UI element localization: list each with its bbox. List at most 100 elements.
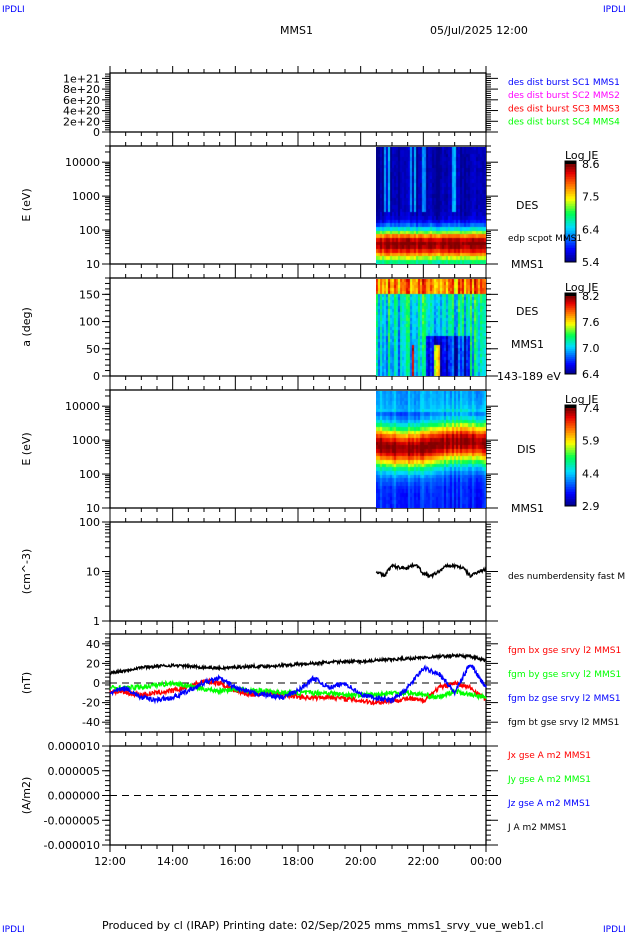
colorbar-segment	[565, 301, 576, 305]
colorbar-segment	[565, 442, 576, 446]
y-tick-label: 10000	[65, 156, 100, 169]
footer-text: Produced by cl (IRAP) Printing date: 02/…	[102, 919, 544, 932]
colorbar-segment	[565, 432, 576, 436]
corner-label-top-right: IPDLI	[603, 5, 626, 15]
colorbar-segment	[565, 227, 576, 231]
corner-label-bottom-right: IPDLI	[603, 925, 626, 934]
colorbar-segment	[565, 501, 576, 505]
panel-frame	[109, 745, 487, 846]
colorbar-segment	[565, 372, 576, 375]
colorbar-segment	[565, 410, 576, 414]
y-tick-label: -40	[82, 716, 100, 729]
colorbar-segment	[565, 503, 576, 507]
colorbar-segment	[565, 354, 576, 357]
y-axis-label: E (eV)	[20, 432, 33, 465]
colorbar-segment	[565, 474, 576, 478]
y-tick-label: 50	[86, 343, 100, 356]
colorbar-segment	[565, 342, 576, 346]
colorbar-tick-label: 2.9	[582, 500, 600, 513]
colorbar-label: Log JE	[565, 281, 598, 294]
colorbar-segment	[565, 346, 576, 350]
legend-label: des dist burst SC1 MMS1	[508, 78, 620, 88]
right-label: DES	[516, 199, 538, 212]
colorbar-segment	[565, 340, 576, 344]
colorbar-segment	[565, 488, 576, 492]
legend-label: Jz gse A m2 MMS1	[507, 799, 590, 809]
colorbar-segment	[565, 225, 576, 229]
colorbar-cap	[565, 161, 576, 164]
colorbar-segment	[565, 323, 576, 326]
x-tick-label: 18:00	[282, 855, 314, 868]
colorbar-segment	[565, 486, 576, 490]
y-tick-label: 100	[79, 224, 100, 237]
colorbar-frame	[564, 404, 577, 507]
y-tick-label: 6e+20	[63, 94, 100, 107]
colorbar-segment	[565, 335, 576, 338]
colorbar-segment	[565, 479, 576, 482]
y-tick-label: 1	[93, 615, 100, 628]
right-label: MMS1	[511, 258, 544, 271]
colorbar-segment	[565, 348, 576, 352]
colorbar-segment	[565, 471, 576, 475]
colorbar-segment	[565, 430, 576, 433]
legend-label: fgm by gse srvy l2 MMS1	[508, 670, 621, 680]
y-tick-label: 1000	[72, 434, 100, 447]
colorbar-segment	[565, 459, 576, 463]
colorbar-segment	[565, 325, 576, 328]
colorbar-segment	[565, 307, 576, 311]
colorbar-segment	[565, 412, 576, 416]
colorbar-segment	[565, 247, 576, 251]
colorbar-segment	[565, 368, 576, 371]
colorbar-tick-label: 7.6	[582, 316, 600, 329]
colorbar-segment	[565, 352, 576, 355]
colorbar-tick-label: 5.4	[582, 256, 600, 269]
colorbar-segment	[565, 422, 576, 426]
colorbar-segment	[565, 313, 576, 316]
colorbar-segment	[565, 358, 576, 361]
right-label: DES	[516, 305, 538, 318]
legend-label: Jy gse A m2 MMS1	[507, 775, 591, 785]
colorbar-segment	[565, 299, 576, 303]
right-label: MMS1	[511, 338, 544, 351]
colorbar-segment	[565, 415, 576, 419]
right-label: edp scpot MMS1	[508, 234, 582, 244]
colorbar-tick-label: 5.9	[582, 435, 600, 448]
x-tick-label: 00:00	[470, 855, 502, 868]
colorbar-segment	[565, 461, 576, 465]
y-tick-label: 10	[86, 566, 100, 579]
colorbar-label: Log JE	[565, 149, 598, 162]
colorbar-label: Log JE	[565, 393, 598, 406]
colorbar-segment	[565, 417, 576, 421]
colorbar-segment	[565, 350, 576, 354]
y-tick-label: 100	[79, 316, 100, 329]
y-tick-label: 0.000005	[48, 765, 101, 778]
colorbar-segment	[565, 181, 576, 185]
y-tick-label: 100	[79, 516, 100, 529]
legend-label: des dist burst SC4 MMS4	[508, 118, 620, 128]
y-tick-label: -0.000005	[44, 814, 100, 827]
colorbar-segment	[565, 237, 576, 241]
y-axis-label: (A/m2)	[20, 777, 33, 815]
colorbar-segment	[565, 230, 576, 234]
y-axis-label: (nT)	[20, 672, 33, 694]
x-tick-label: 16:00	[219, 855, 251, 868]
y-tick-label: 1000	[72, 190, 100, 203]
y-tick-label: 100	[79, 468, 100, 481]
series-line	[109, 679, 487, 701]
colorbar-cap	[565, 293, 576, 296]
spectrogram-3	[376, 391, 487, 508]
x-tick-label: 12:00	[94, 855, 126, 868]
y-tick-label: 40	[86, 638, 100, 651]
colorbar-segment	[565, 205, 576, 209]
legend-label: des dist burst SC3 MMS3	[508, 104, 620, 114]
legend-label: fgm bt gse srvy l2 MMS1	[508, 718, 619, 728]
colorbar-segment	[565, 235, 576, 238]
colorbar-segment	[565, 166, 576, 170]
colorbar-segment	[565, 491, 576, 495]
colorbar-segment	[565, 317, 576, 320]
colorbar-segment	[565, 239, 576, 243]
x-tick-label: 20:00	[345, 855, 377, 868]
colorbar-segment	[565, 469, 576, 473]
spectrogram-1	[376, 147, 487, 264]
y-tick-label: -20	[82, 697, 100, 710]
